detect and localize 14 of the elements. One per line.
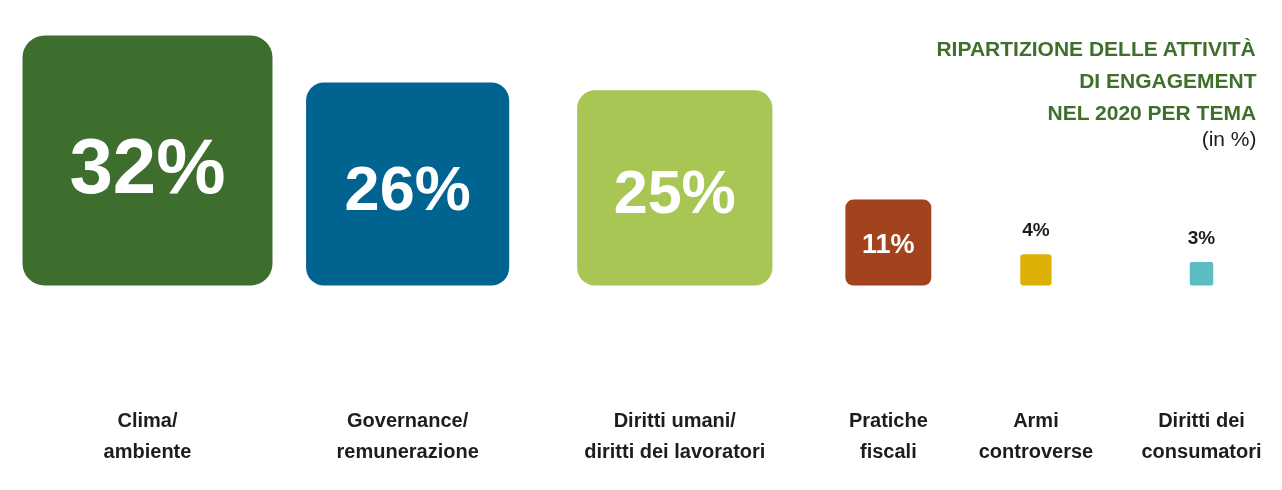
text: RIPARTIZIONE DELLE ATTIVITÀ DI ENGAGEMENT NEL 2020 PER TEMA (936, 36, 1257, 124)
category-label: Armi controverse (978, 408, 1094, 463)
category-label: Clima/ ambiente (103, 408, 192, 463)
data-label: 3% (1187, 227, 1216, 249)
data-label: 25% (613, 157, 736, 226)
data-label: 11% (862, 229, 915, 260)
category-label: Diritti dei consumatori (1141, 408, 1262, 463)
text: (in %) (1201, 126, 1257, 150)
category-label: Governance/ remunerazione (336, 408, 479, 463)
category-label: Diritti umani/ diritti dei lavoratori (584, 408, 766, 463)
data-label: 26% (344, 153, 471, 223)
category-label: Pratiche fiscali (848, 408, 928, 463)
data-label: 32% (69, 121, 226, 210)
data-label: 4% (1022, 219, 1050, 241)
